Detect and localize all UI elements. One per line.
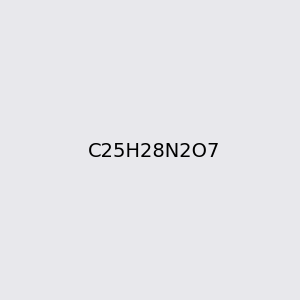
Text: C25H28N2O7: C25H28N2O7 [88, 142, 220, 161]
